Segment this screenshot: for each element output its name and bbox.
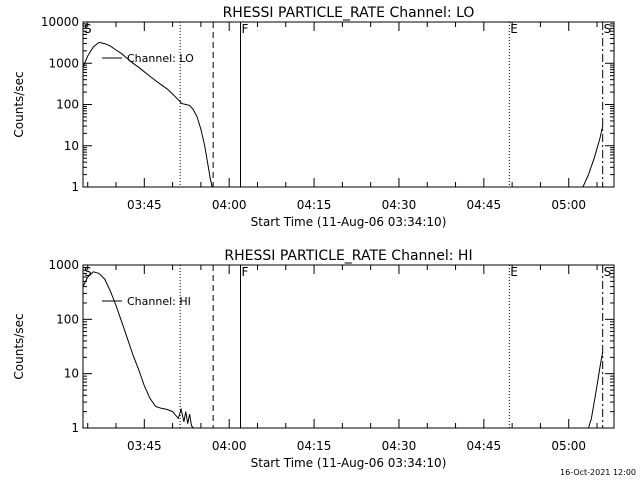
x-tick-label: 03:45 — [127, 198, 162, 212]
y-tick-label: 10 — [64, 367, 79, 381]
series-line — [588, 351, 604, 429]
x-tick-label: 04:00 — [212, 439, 247, 453]
series-line — [82, 41, 213, 188]
event-marker-label: S — [84, 22, 92, 36]
x-tick-label: 04:45 — [467, 198, 502, 212]
chart-title: RHESSI PARTICLE_RATE Channel: HI — [224, 248, 472, 264]
event-marker-label: F — [242, 265, 249, 279]
event-marker-label: E — [510, 22, 518, 36]
event-marker-label: E — [510, 265, 518, 279]
y-tick-label: 10000 — [41, 15, 79, 29]
legend-entry: Channel: HI — [127, 295, 191, 308]
y-tick-label: 100 — [56, 98, 79, 112]
plot-frame — [82, 21, 615, 188]
y-tick-label: 1 — [71, 180, 79, 194]
y-tick-label: 10 — [64, 139, 79, 153]
footer-timestamp: 16-Oct-2021 12:00 — [560, 468, 636, 477]
y-axis-label: Counts/sec — [12, 71, 26, 137]
y-tick-label: 1000 — [48, 258, 79, 272]
x-tick-label: 04:30 — [382, 198, 417, 212]
plot-frame — [82, 264, 615, 429]
y-tick-label: 1000 — [48, 56, 79, 70]
event-marker-label: S — [604, 22, 612, 36]
x-tick-label: 04:45 — [467, 439, 502, 453]
event-marker-label: S — [84, 265, 92, 279]
chart-title: RHESSI PARTICLE_RATE Channel: LO — [223, 5, 475, 21]
x-tick-label: 05:00 — [551, 439, 586, 453]
chart-panel-2: RHESSI PARTICLE_RATE Channel: HI Start Ti… — [12, 248, 615, 470]
x-axis-label: Start Time (11-Aug-06 03:34:10) — [251, 456, 447, 470]
x-tick-label: 04:15 — [297, 439, 332, 453]
x-tick-label: 04:15 — [297, 198, 332, 212]
x-tick-label: 03:45 — [127, 439, 162, 453]
chart-panel-1: RHESSI PARTICLE_RATE Channel: LO Start Ti… — [12, 5, 615, 229]
y-tick-label: 1 — [71, 421, 79, 435]
event-marker-label: F — [242, 22, 249, 36]
series-line — [82, 271, 194, 429]
y-axis-label: Counts/sec — [12, 313, 26, 379]
event-marker-label: S — [604, 265, 612, 279]
x-tick-label: 04:30 — [382, 439, 417, 453]
y-tick-label: 100 — [56, 312, 79, 326]
x-axis-label: Start Time (11-Aug-06 03:34:10) — [251, 215, 447, 229]
legend-entry: Channel: LO — [127, 52, 194, 65]
x-tick-label: 05:00 — [551, 198, 586, 212]
x-tick-label: 04:00 — [212, 198, 247, 212]
series-line — [582, 125, 604, 188]
